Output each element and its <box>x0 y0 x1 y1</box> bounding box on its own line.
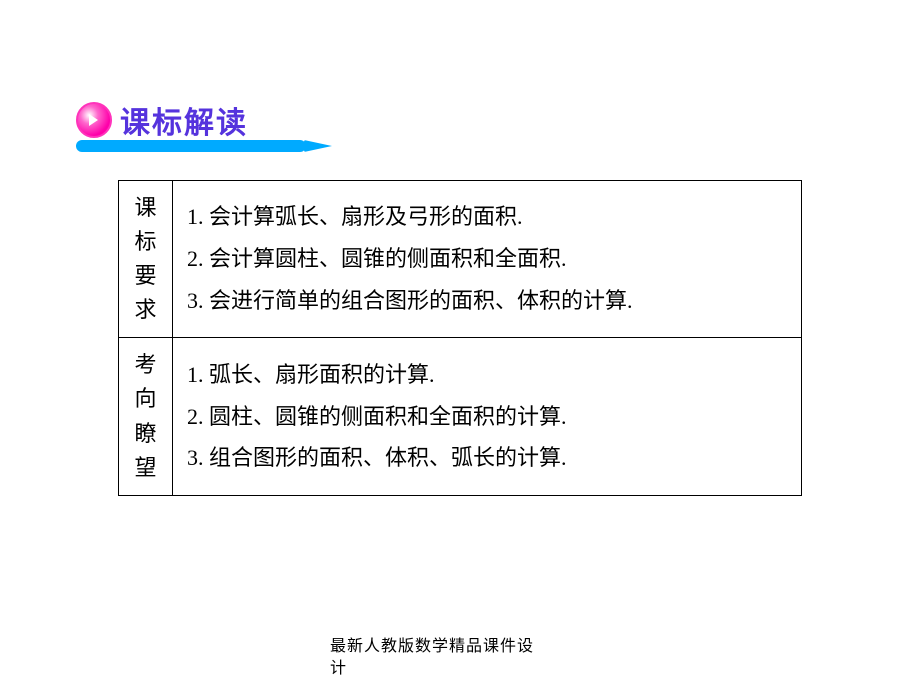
label-char: 课 <box>134 191 156 225</box>
list-item: 3. 会进行简单的组合图形的面积、体积的计算. <box>187 280 789 322</box>
label-char: 标 <box>134 225 156 259</box>
list-item: 2. 圆柱、圆锥的侧面积和全面积的计算. <box>187 396 789 438</box>
row-content-requirements: 1. 会计算弧长、扇形及弓形的面积. 2. 会计算圆柱、圆锥的侧面积和全面积. … <box>173 181 802 338</box>
section-title: 课标解读 <box>120 98 248 142</box>
title-row: 课标解读 <box>76 98 436 142</box>
footer-line: 最新人教版数学精品课件设 <box>330 636 534 658</box>
row-content-outlook: 1. 弧长、扇形面积的计算. 2. 圆柱、圆锥的侧面积和全面积的计算. 3. 组… <box>173 338 802 495</box>
label-char: 求 <box>134 293 156 327</box>
footer-text: 最新人教版数学精品课件设 计 <box>330 636 534 679</box>
label-char: 望 <box>134 451 156 485</box>
table-row: 考 向 瞭 望 1. 弧长、扇形面积的计算. 2. 圆柱、圆锥的侧面积和全面积的… <box>119 338 802 495</box>
label-char: 瞭 <box>134 417 156 451</box>
list-item: 1. 弧长、扇形面积的计算. <box>187 354 789 396</box>
standards-table: 课 标 要 求 1. 会计算弧长、扇形及弓形的面积. 2. 会计算圆柱、圆锥的侧… <box>118 180 802 496</box>
footer-line: 计 <box>330 658 534 680</box>
title-underline <box>76 140 436 158</box>
row-label-requirements: 课 标 要 求 <box>119 181 173 338</box>
list-item: 1. 会计算弧长、扇形及弓形的面积. <box>187 196 789 238</box>
label-char: 考 <box>134 348 156 382</box>
list-item: 3. 组合图形的面积、体积、弧长的计算. <box>187 437 789 479</box>
list-item: 2. 会计算圆柱、圆锥的侧面积和全面积. <box>187 238 789 280</box>
label-char: 要 <box>134 259 156 293</box>
table-row: 课 标 要 求 1. 会计算弧长、扇形及弓形的面积. 2. 会计算圆柱、圆锥的侧… <box>119 181 802 338</box>
arrow-right-icon <box>76 102 112 138</box>
label-char: 向 <box>134 382 156 416</box>
section-header: 课标解读 <box>76 98 436 158</box>
row-label-outlook: 考 向 瞭 望 <box>119 338 173 495</box>
